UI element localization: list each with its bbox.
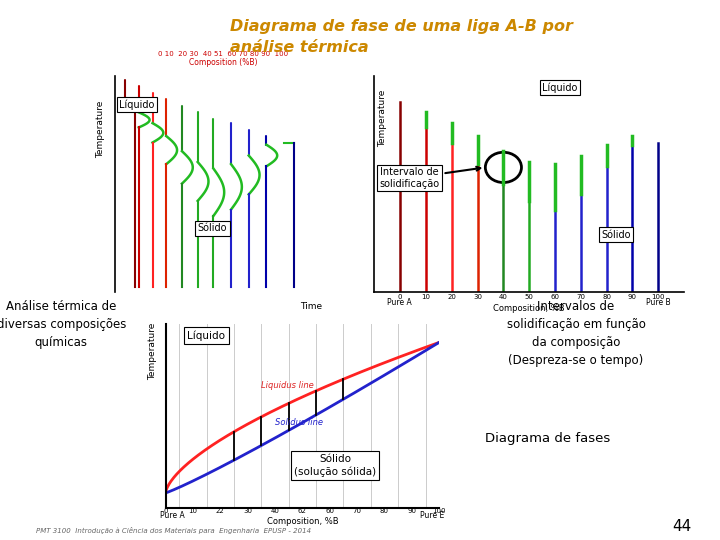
Text: 10: 10: [189, 508, 197, 514]
Text: Time: Time: [300, 302, 323, 312]
Text: Pure A: Pure A: [387, 298, 412, 307]
Text: Sólido
(solução sólida): Sólido (solução sólida): [294, 454, 377, 477]
Text: Liquidus line: Liquidus line: [261, 381, 314, 390]
Text: Pure E: Pure E: [420, 511, 445, 519]
Text: Pure B: Pure B: [647, 298, 671, 307]
Text: 0: 0: [398, 294, 402, 300]
Text: Líquido: Líquido: [187, 330, 225, 341]
Text: 40: 40: [499, 294, 508, 300]
Text: Composition, %B: Composition, %B: [493, 304, 565, 313]
Text: 70: 70: [353, 508, 361, 514]
Text: Solidus line: Solidus line: [275, 418, 323, 427]
Text: Líquido: Líquido: [542, 82, 577, 93]
Text: 20: 20: [447, 294, 456, 300]
Text: 70: 70: [576, 294, 585, 300]
Text: análise térmica: análise térmica: [230, 40, 369, 56]
Text: 90: 90: [408, 508, 416, 514]
Text: Sólido: Sólido: [601, 230, 631, 240]
Text: Intervalos de
solidificação em função
da composição
(Despreza-se o tempo): Intervalos de solidificação em função da…: [507, 300, 645, 367]
Text: PMT 3100  Introdução à Ciência dos Materiais para  Engenharia  EPUSP - 2014: PMT 3100 Introdução à Ciência dos Materi…: [36, 526, 311, 534]
Text: 0 10  20 30  40 51  60 70 80 90  100: 0 10 20 30 40 51 60 70 80 90 100: [158, 51, 288, 57]
Text: 0: 0: [163, 508, 168, 514]
Text: 90: 90: [628, 294, 637, 300]
Text: 40: 40: [271, 508, 279, 514]
Text: 100: 100: [433, 508, 446, 514]
Text: Diagrama de fases: Diagrama de fases: [485, 432, 610, 445]
Text: 60: 60: [551, 294, 559, 300]
Text: Pure A: Pure A: [160, 511, 185, 519]
Text: Temperature: Temperature: [378, 90, 387, 147]
Text: 44: 44: [672, 518, 691, 534]
Text: 80: 80: [602, 294, 611, 300]
Text: Intervalo de
solidificação: Intervalo de solidificação: [379, 167, 480, 189]
Text: Temperature: Temperature: [148, 323, 158, 380]
Text: 10: 10: [421, 294, 431, 300]
Text: Análise térmica de
diversas composições
químicas: Análise térmica de diversas composições …: [0, 300, 126, 349]
Text: 80: 80: [380, 508, 389, 514]
Text: Diagrama de fase de uma liga A-B por: Diagrama de fase de uma liga A-B por: [230, 19, 573, 34]
Text: Composition, %B: Composition, %B: [266, 517, 338, 526]
Text: 30: 30: [243, 508, 252, 514]
Text: 22: 22: [216, 508, 225, 514]
Text: Sólido: Sólido: [198, 223, 228, 233]
Text: 60: 60: [325, 508, 334, 514]
Text: Temperature: Temperature: [96, 101, 105, 158]
Text: 50: 50: [525, 294, 534, 300]
Text: Composition (%B): Composition (%B): [189, 58, 258, 67]
Text: 62: 62: [298, 508, 307, 514]
Text: Líquido: Líquido: [119, 99, 155, 110]
Text: 30: 30: [473, 294, 482, 300]
Text: 100: 100: [652, 294, 665, 300]
